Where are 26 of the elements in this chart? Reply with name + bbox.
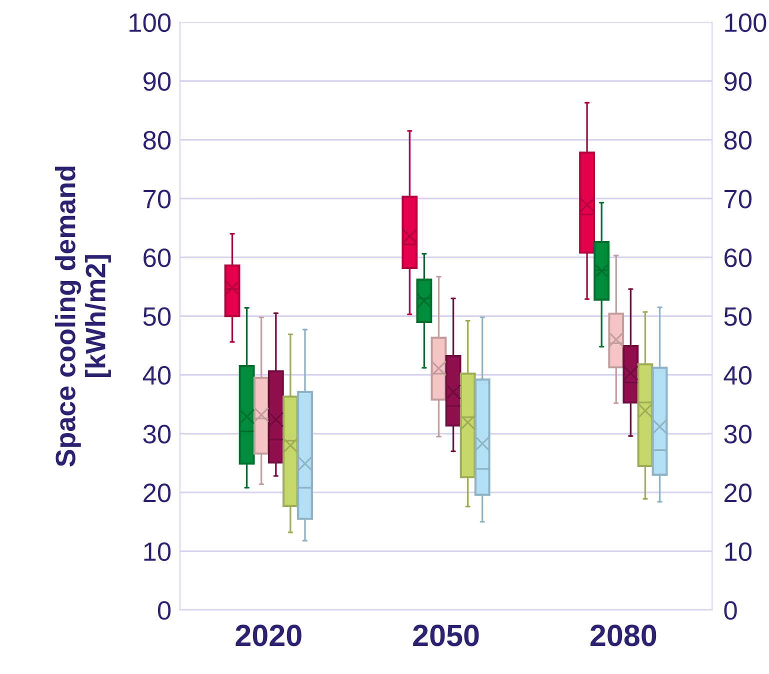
- y2-tick-label: 60: [724, 248, 752, 268]
- y-tick-label: 10: [144, 542, 171, 562]
- y2-tick-label: 0: [724, 601, 737, 620]
- y-tick-label: 0: [158, 601, 171, 620]
- y-axis-title: Space cooling demand [kWh/m2]: [54, 166, 111, 467]
- y2-tick-label: 40: [724, 366, 752, 385]
- y-tick-label: 50: [143, 307, 171, 326]
- y2-tick-label: 20: [724, 484, 752, 502]
- y2-tick-label: 70: [724, 190, 752, 208]
- y2-tick-label: 100: [725, 13, 766, 32]
- y2-tick-label: 80: [724, 130, 752, 150]
- y-tick-label: 40: [142, 366, 171, 385]
- y-tick-label: 90: [144, 72, 171, 91]
- x-tick-label: 2050: [413, 624, 479, 646]
- y-tick-label: 100: [130, 13, 171, 32]
- x-tick-label: 2080: [590, 624, 656, 646]
- y2-tick-label: 10: [725, 542, 752, 562]
- y2-tick-label: 50: [724, 307, 752, 326]
- x-tick-label: 2020: [236, 624, 302, 646]
- y-tick-label: 80: [143, 130, 171, 150]
- y-tick-label: 20: [144, 484, 171, 502]
- y-tick-label: 30: [143, 424, 171, 444]
- y-tick-label: 70: [144, 190, 171, 208]
- y-tick-label: 60: [144, 248, 171, 268]
- y2-tick-label: 90: [724, 72, 752, 91]
- y2-tick-label: 30: [724, 424, 752, 444]
